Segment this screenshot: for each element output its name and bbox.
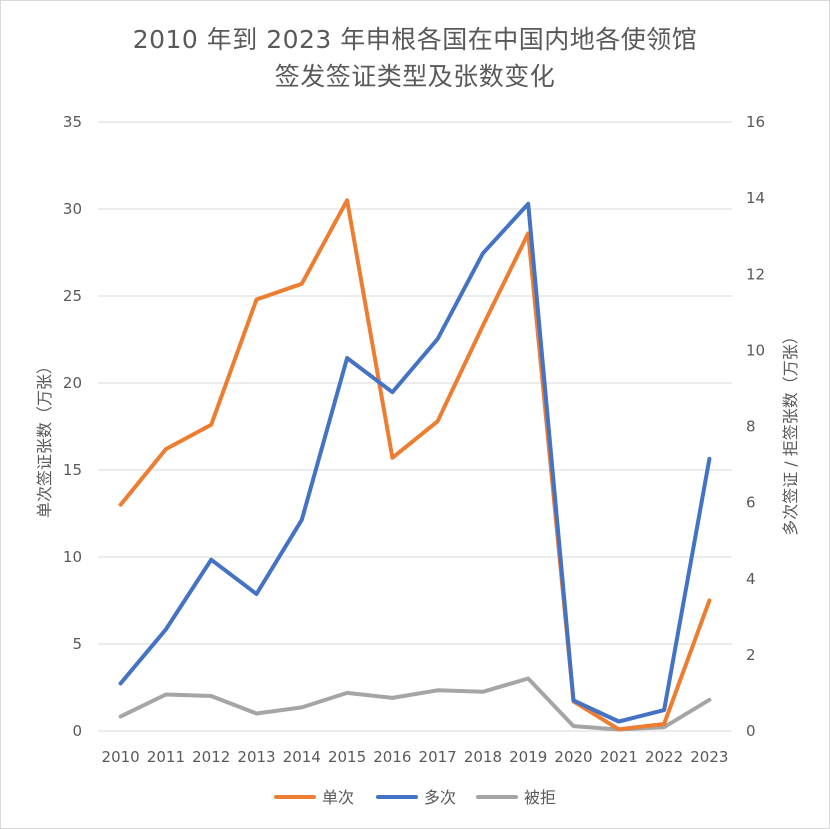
y-right-tick-label: 6 bbox=[746, 494, 756, 512]
y-axis-right-title: 多次签证 / 拒签张数（万张） bbox=[781, 328, 800, 536]
y-right-tick-label: 16 bbox=[746, 113, 765, 131]
legend-label: 多次 bbox=[424, 788, 456, 807]
y-axis-left-title: 单次签证张数（万张） bbox=[35, 358, 54, 518]
x-tick-label: 2021 bbox=[600, 748, 638, 766]
y-right-tick-label: 14 bbox=[746, 189, 765, 207]
x-tick-label: 2018 bbox=[464, 748, 502, 766]
legend-label: 单次 bbox=[322, 788, 354, 807]
legend: 单次 多次 被拒 bbox=[274, 788, 556, 807]
x-tick-label: 2020 bbox=[554, 748, 592, 766]
series-line-multiple bbox=[118, 201, 712, 724]
y-right-tick-label: 0 bbox=[746, 722, 756, 740]
y-left-tick-label: 20 bbox=[63, 374, 82, 392]
x-tick-label: 2016 bbox=[373, 748, 411, 766]
y-left-tick-label: 0 bbox=[72, 722, 82, 740]
y-left-tick-label: 5 bbox=[72, 635, 82, 653]
y-left-tick-label: 25 bbox=[63, 287, 82, 305]
x-tick-label: 2010 bbox=[102, 748, 140, 766]
x-tick-label: 2023 bbox=[690, 748, 728, 766]
y-left-tick-label: 35 bbox=[63, 113, 82, 131]
chart-title-line-1: 2010 年到 2023 年申根各国在中国内地各使领馆 bbox=[132, 25, 698, 54]
x-tick-label: 2017 bbox=[419, 748, 457, 766]
chart-title-line-2: 签发签证类型及张数变化 bbox=[274, 62, 556, 91]
gridlines bbox=[98, 121, 732, 732]
x-tick-label: 2022 bbox=[645, 748, 683, 766]
y-left-tick-label: 15 bbox=[63, 461, 82, 479]
series-line-refused bbox=[118, 676, 712, 732]
y-right-tick-label: 12 bbox=[746, 265, 765, 283]
x-tick-label: 2014 bbox=[283, 748, 321, 766]
y-right-tick-label: 8 bbox=[746, 418, 756, 436]
y-right-tick-label: 10 bbox=[746, 341, 765, 359]
x-tick-label: 2015 bbox=[328, 748, 366, 766]
y-right-tick-label: 4 bbox=[746, 570, 756, 588]
x-tick-label: 2019 bbox=[509, 748, 547, 766]
x-tick-label: 2012 bbox=[192, 748, 230, 766]
series-line-single bbox=[118, 198, 712, 732]
y-left-tick-label: 10 bbox=[63, 548, 82, 566]
y-right-tick-label: 2 bbox=[746, 646, 756, 664]
y-axis-right-ticks: 0 2 4 6 8 10 12 14 16 bbox=[746, 113, 765, 740]
legend-label: 被拒 bbox=[524, 788, 556, 807]
y-axis-left-ticks: 0 5 10 15 20 25 30 35 bbox=[63, 113, 82, 740]
y-left-tick-label: 30 bbox=[63, 200, 82, 218]
x-tick-label: 2011 bbox=[147, 748, 185, 766]
x-tick-label: 2013 bbox=[237, 748, 275, 766]
x-axis-ticks: 2010 2011 2012 2013 2014 2015 2016 2017 2018 2019… bbox=[102, 748, 729, 766]
series-lines bbox=[118, 198, 712, 732]
